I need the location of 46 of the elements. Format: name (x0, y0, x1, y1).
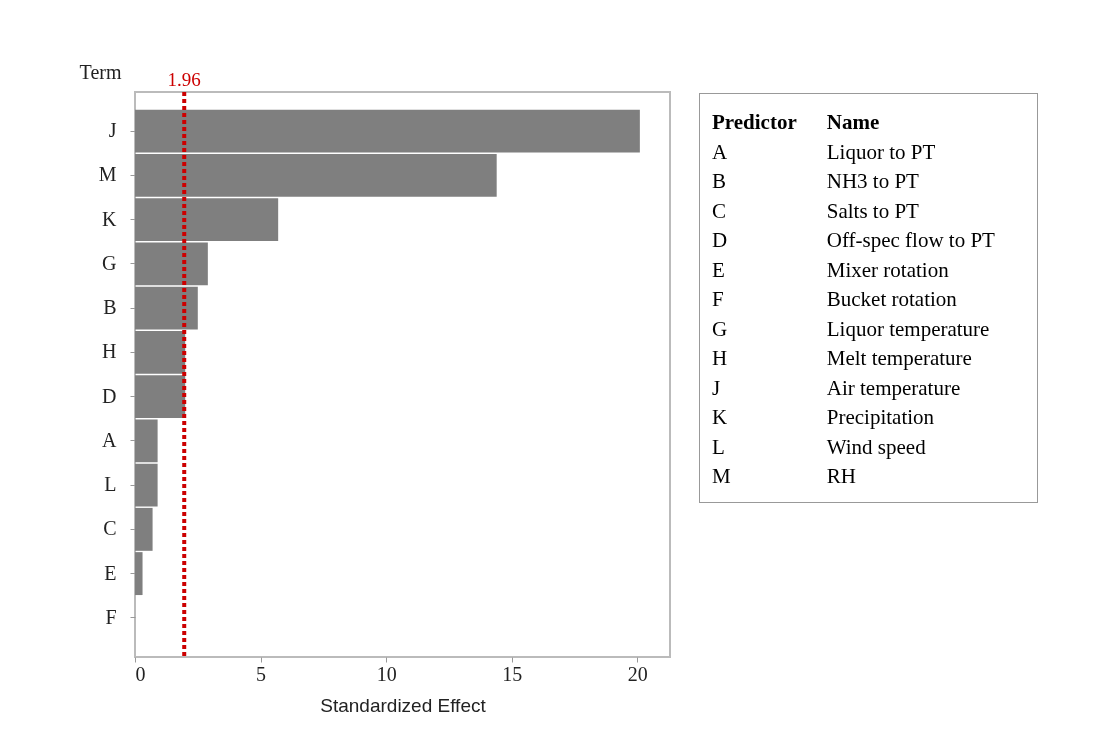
text: J (712, 374, 722, 402)
text: B (712, 168, 727, 195)
y-tick-label: F (105, 605, 117, 628)
y-tick-label: D (102, 384, 117, 407)
text: RH (826, 463, 857, 490)
y-tick-label: L (104, 473, 117, 496)
x-tick-label: 5 (256, 662, 267, 685)
x-tick-label: 15 (502, 662, 523, 685)
x-tick-label: 0 (135, 662, 146, 685)
text: Liquor temperature (826, 315, 991, 343)
text: L (712, 433, 726, 461)
y-tick-label: E (104, 561, 117, 584)
text: K (712, 404, 729, 431)
x-tick-label: 20 (627, 662, 648, 685)
text: Air temperature (826, 374, 962, 402)
x-axis-title: Standardized Effect (320, 694, 487, 716)
ref-line-label: 1.96 (167, 69, 201, 90)
text: Melt temperature (826, 345, 973, 372)
y-tick-label: M (98, 163, 117, 186)
text: D (712, 227, 729, 254)
x-tick-label: 10 (376, 662, 397, 685)
y-tick-label: H (102, 340, 117, 363)
text: M (712, 463, 732, 490)
y-tick-label: J (108, 119, 117, 142)
text: Salts to PT (826, 197, 920, 225)
y-tick-label: G (102, 251, 117, 274)
y-tick-label: B (103, 296, 117, 319)
text: Off-spec flow to PT (826, 227, 996, 254)
text: Wind speed (826, 433, 927, 461)
text: E (712, 256, 726, 284)
text: Name (826, 109, 881, 136)
text: Bucket rotation (826, 286, 958, 313)
text: Precipitation (826, 404, 936, 431)
y-axis-title: Term (79, 60, 122, 83)
text: Mixer rotation (826, 256, 950, 284)
text: G (712, 315, 729, 343)
y-tick-label: C (103, 517, 117, 540)
y-tick-label: A (102, 428, 118, 451)
y-tick-label: K (102, 207, 118, 230)
text: NH3 to PT (826, 168, 920, 195)
text: H (712, 345, 729, 372)
text: Predictor (712, 109, 798, 136)
text: Liquor to PT (826, 138, 937, 166)
text: A (712, 138, 729, 166)
text: C (712, 197, 727, 225)
text: F (712, 286, 725, 313)
